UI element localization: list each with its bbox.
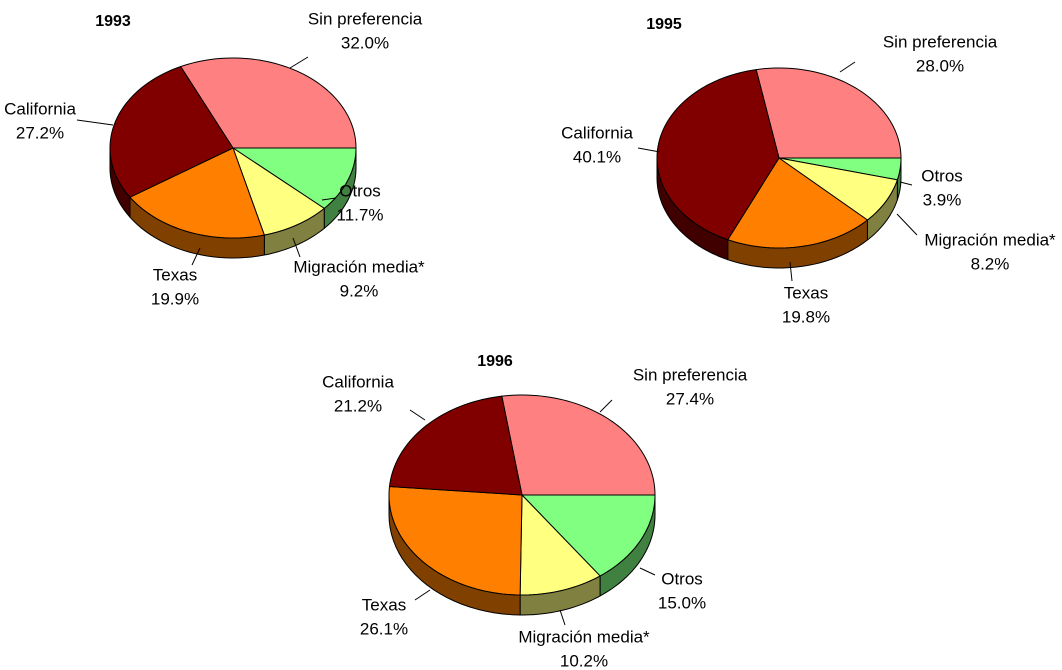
- slice-value-label: 21.2%: [334, 396, 382, 415]
- leader-line: [76, 119, 114, 126]
- leader-line: [191, 247, 201, 266]
- slice-value-label: 3.9%: [923, 190, 962, 209]
- slice: [519, 494, 601, 596]
- slice-label: Sin preferencia: [883, 32, 998, 51]
- slice-value-label: 32.0%: [341, 33, 389, 52]
- slice-value-label: 40.1%: [573, 147, 621, 166]
- leader-line: [559, 609, 566, 626]
- chart-title: 1996: [477, 353, 513, 370]
- slice-value-label: 8.2%: [971, 254, 1010, 273]
- slice-value-label: 19.9%: [151, 289, 199, 308]
- slice: [388, 486, 523, 596]
- leader-line: [292, 237, 301, 258]
- leader-line: [789, 261, 793, 282]
- slice-value-label: 28.0%: [916, 56, 964, 75]
- slice: [501, 394, 656, 496]
- slice-label: Texas: [362, 595, 406, 614]
- slice: [232, 147, 325, 236]
- slice-label: Migración media*: [518, 627, 650, 646]
- slice-value-label: 15.0%: [658, 593, 706, 612]
- slice-value-label: 11.7%: [337, 205, 384, 224]
- slice: [521, 494, 656, 577]
- slice-label: California: [322, 372, 394, 391]
- chart-title: 1995: [646, 16, 682, 33]
- leader-line: [599, 399, 613, 413]
- slice-label: California: [561, 123, 633, 142]
- slice-label: California: [4, 99, 76, 118]
- slice-value-label: 27.4%: [666, 389, 714, 408]
- slice-label: Otros: [339, 181, 381, 200]
- slice-label: Otros: [661, 569, 703, 588]
- slice: [388, 395, 523, 496]
- slice-value-label: 9.2%: [340, 281, 379, 300]
- leader-line: [639, 567, 656, 576]
- slice: [778, 157, 898, 221]
- slice: [109, 66, 234, 198]
- leader-line: [839, 61, 856, 73]
- slice-label: Migración media*: [924, 230, 1056, 249]
- slice-value-label: 27.2%: [16, 123, 64, 142]
- slice-value-label: 26.1%: [360, 619, 408, 638]
- leader-line: [321, 197, 337, 201]
- slice-value-label: 19.8%: [782, 307, 830, 326]
- slice: [727, 157, 868, 249]
- slice-label: Migración media*: [293, 257, 425, 276]
- leader-line: [414, 589, 431, 601]
- leader-line: [899, 181, 913, 186]
- slice: [755, 67, 902, 159]
- slice-label: Texas: [153, 265, 197, 284]
- slice-label: Sin preferencia: [308, 9, 423, 28]
- leader-line: [637, 147, 661, 153]
- slice-label: Texas: [784, 283, 828, 302]
- slice: [232, 147, 357, 209]
- slice-label: Sin preferencia: [633, 365, 748, 384]
- leader-line: [289, 56, 309, 69]
- leader-line: [409, 409, 426, 421]
- slice: [656, 69, 780, 241]
- slice: [180, 57, 357, 149]
- leader-line: [896, 213, 918, 236]
- chart-title: 1993: [95, 13, 131, 30]
- slice-label: Otros: [921, 166, 963, 185]
- slice-value-label: 10.2%: [560, 651, 608, 670]
- slice: [129, 147, 265, 239]
